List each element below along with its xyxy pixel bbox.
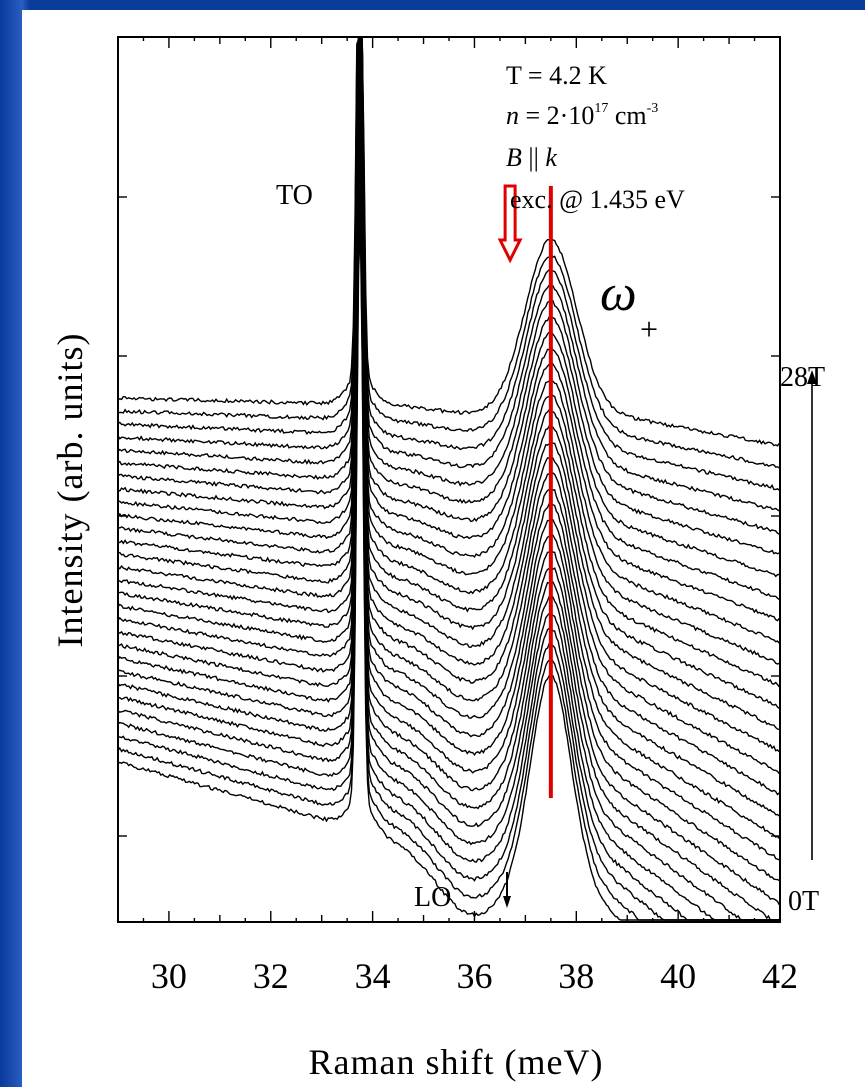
spectrum-curve (117, 38, 780, 622)
x-axis-label: Raman shift (meV) (309, 1042, 604, 1082)
x-tick-labels: 30 32 34 36 38 40 42 (151, 956, 798, 996)
x-tick-label: 38 (558, 956, 594, 996)
spectrum-curve (117, 58, 780, 796)
spectrum-curve (117, 38, 780, 535)
spectrum-curve (117, 184, 780, 921)
spectrum-curve (117, 131, 780, 906)
lo-peak-label: LO (414, 882, 451, 913)
to-peak-label: TO (276, 180, 313, 211)
omega-plus-subscript: + (640, 311, 658, 347)
raman-spectra-chart: T = 4.2 K n = 2·1017 cm-3 B || k exc. @ … (50, 36, 825, 1082)
spectrum-curve (117, 38, 780, 447)
spectrum-curve (117, 100, 780, 861)
spectrum-curve (117, 38, 780, 688)
field-k: k (545, 143, 557, 172)
spectrum-curve (117, 38, 780, 491)
spectrum-curve (117, 38, 780, 644)
spectrum-curve (117, 117, 780, 881)
excitation-label: exc. @ 1.435 eV (510, 185, 685, 214)
x-tick-label: 40 (660, 956, 696, 996)
spectrum-curve (117, 38, 780, 665)
spectrum-curve (117, 38, 780, 578)
x-tick-label: 30 (151, 956, 187, 996)
field-bars: || (522, 143, 545, 172)
y-axis-label: Intensity (arb. units) (50, 333, 90, 648)
x-tick-label: 34 (355, 956, 391, 996)
density-mid: = 2·10 (519, 101, 594, 130)
spectrum-curve (117, 198, 780, 921)
omega-plus-label: ω (600, 265, 637, 322)
excitation-arrow-shape (497, 184, 523, 264)
spectrum-curve (117, 38, 780, 753)
spectrum-curve (117, 227, 780, 921)
density-label: n = 2·1017 cm-3 (506, 101, 658, 130)
x-tick-label: 32 (253, 956, 289, 996)
spectrum-curve (117, 144, 780, 921)
spectrum-curve (117, 38, 780, 731)
excitation-arrow (497, 184, 523, 264)
spectrum-curve (117, 86, 780, 839)
field-arrow (807, 370, 817, 860)
spectrum-curve (117, 38, 780, 469)
axis-ticks (117, 37, 781, 922)
figure-panel: T = 4.2 K n = 2·1017 cm-3 B || k exc. @ … (22, 10, 865, 1087)
temperature-label: T = 4.2 K (506, 61, 607, 90)
density-prefix: n (506, 101, 519, 130)
density-unit: cm (608, 101, 646, 130)
spectrum-curve (117, 36, 780, 709)
field-orientation-label: B || k (506, 143, 557, 172)
field-b: B (506, 143, 522, 172)
spectra-curves (117, 36, 780, 921)
x-tick-label: 42 (762, 956, 798, 996)
spectrum-curve (118, 45, 780, 775)
lo-arrow (503, 872, 512, 908)
lo-arrow-head (503, 896, 512, 908)
density-unit-exp: -3 (647, 101, 659, 116)
x-tick-label: 36 (456, 956, 492, 996)
field-start-label: 0T (788, 886, 819, 917)
spectrum-curve (117, 38, 780, 555)
field-end-label: 28T (780, 362, 825, 393)
spectrum-curve (117, 159, 780, 921)
spectrum-curve (117, 38, 780, 600)
spectrum-curve (117, 75, 780, 817)
spectrum-curve (117, 173, 780, 921)
field-arrow-head (807, 370, 817, 384)
spectrum-curve (117, 38, 780, 512)
density-exp: 17 (594, 101, 608, 116)
